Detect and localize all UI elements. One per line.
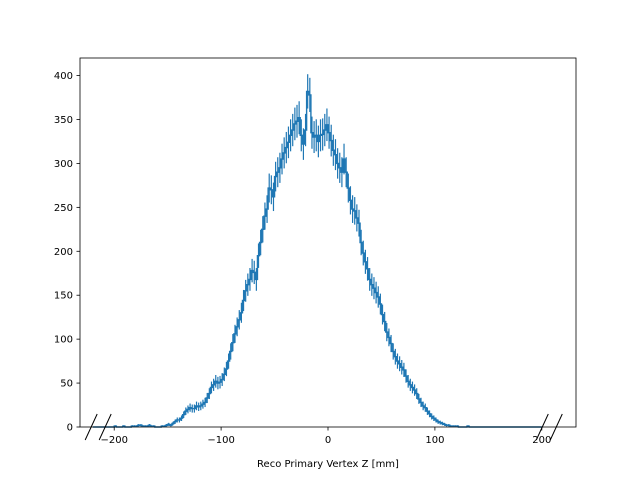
x-tick-label: 200 xyxy=(532,435,551,446)
histogram-step-line xyxy=(92,90,542,428)
break-mark xyxy=(98,413,112,441)
x-tick-label: 100 xyxy=(425,435,444,446)
y-tick-label: 250 xyxy=(54,203,73,214)
y-tick-label: 350 xyxy=(54,115,73,126)
x-tick-label: −200 xyxy=(100,435,127,446)
y-tick-label: 300 xyxy=(54,159,73,170)
break-mark xyxy=(549,413,563,441)
y-tick-label: 200 xyxy=(54,247,73,258)
y-tick-label: 100 xyxy=(54,335,73,346)
x-axis-label: Reco Primary Vertex Z [mm] xyxy=(257,459,399,470)
y-tick-label: 400 xyxy=(54,71,73,82)
y-tick-label: 0 xyxy=(67,423,73,434)
y-tick-label: 150 xyxy=(54,291,73,302)
x-tick-label: −100 xyxy=(207,435,234,446)
y-tick-label: 50 xyxy=(60,379,73,390)
break-mark xyxy=(535,413,549,441)
axes-frame xyxy=(79,57,577,428)
break-mark xyxy=(84,413,98,441)
x-tick-label: 0 xyxy=(325,435,331,446)
axis-break-marks xyxy=(84,413,563,441)
axis-ticks: −200 −100 0 100 200 0 50 100 150 200 250 300 350 400 xyxy=(54,71,551,446)
histogram-series xyxy=(92,74,542,428)
